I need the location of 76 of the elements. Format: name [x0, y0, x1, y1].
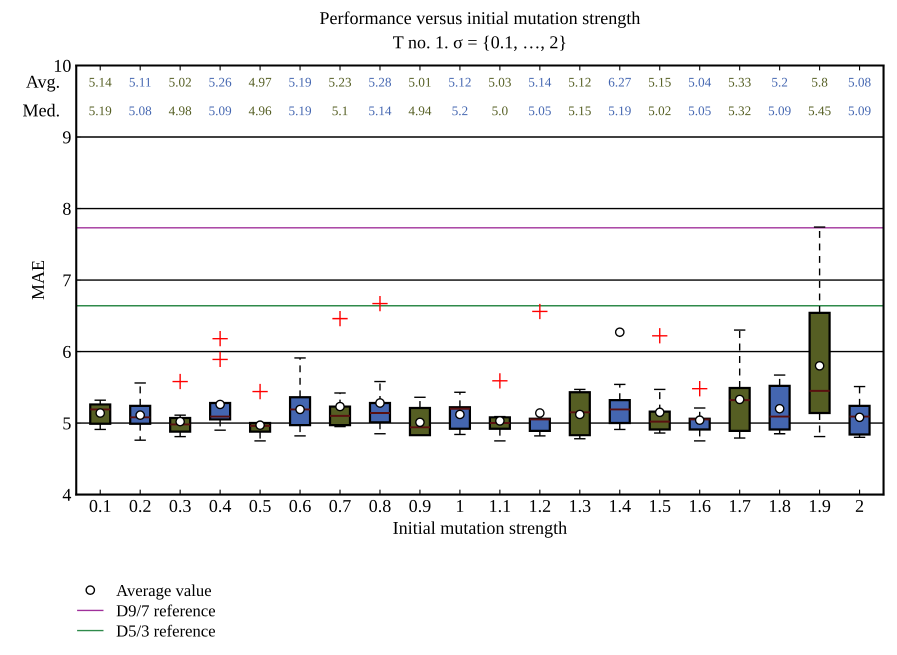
annotation: 5.28 — [369, 78, 392, 87]
annotation: 4.96 — [248, 106, 272, 116]
x-tick-label: 0.2 — [130, 500, 150, 512]
x-tick-label: 0.5 — [249, 500, 271, 512]
annotation: 6.27 — [608, 78, 631, 87]
y-tick-label: 6 — [63, 346, 71, 358]
annotation: 5.01 — [409, 78, 431, 87]
x-tick-label: 0.1 — [90, 500, 110, 512]
annotation: 5.02 — [169, 78, 191, 87]
annotation: 5.45 — [808, 106, 831, 116]
x-tick-label: 1 — [456, 500, 464, 512]
annotation: 5.1 — [332, 106, 348, 116]
x-tick-label: 0.7 — [329, 500, 351, 512]
annotation: 5.09 — [209, 106, 232, 116]
annotation: 5.15 — [648, 78, 671, 87]
annotation: 5.09 — [768, 106, 791, 116]
annotation: 5.0 — [492, 106, 508, 116]
x-tick-label: 2 — [856, 500, 864, 512]
y-tick-label: 4 — [62, 488, 72, 501]
annotation: 5.12 — [569, 78, 591, 87]
x-tick-label: 0.4 — [210, 500, 232, 512]
y-tick-label: 10 — [54, 60, 71, 72]
x-tick-label: 0.3 — [170, 500, 191, 512]
x-tick-label: 0.6 — [289, 500, 311, 512]
annotation: 5.26 — [209, 78, 232, 87]
annotation: 5.2 — [772, 78, 788, 87]
x-tick-label: 1.8 — [770, 500, 790, 512]
annotation: 5.08 — [848, 78, 871, 87]
x-tick-label: 0.9 — [409, 500, 430, 512]
annotation: 5.32 — [728, 106, 750, 116]
x-axis-title: Initial mutation strength — [393, 521, 567, 538]
y-tick-label: 8 — [63, 202, 71, 215]
text: Med. — [23, 104, 59, 117]
annotation: 5.03 — [489, 78, 511, 87]
y-tick-label: 7 — [64, 274, 71, 286]
annotation: 5.08 — [129, 106, 152, 116]
annotation: 5.12 — [449, 78, 471, 87]
annotation: 5.15 — [569, 106, 591, 116]
annotation: 5.04 — [688, 78, 712, 87]
annotation: 5.19 — [89, 106, 112, 116]
legend-label: D5/3 reference — [116, 624, 216, 637]
x-tick-label: 1.5 — [650, 500, 670, 512]
annotation: 5.14 — [529, 78, 552, 87]
annotation: 5.2 — [452, 106, 468, 116]
chart-subtitle: T no. 1. σ = {0.1, …, 2} — [393, 36, 566, 52]
x-tick-label: 1.3 — [570, 500, 590, 512]
x-tick-label: 1.4 — [610, 500, 631, 512]
legend-label: Average value — [116, 584, 212, 600]
annotation: 5.02 — [648, 106, 671, 116]
annotation: 5.8 — [812, 78, 828, 87]
x-tick-label: 0.8 — [369, 500, 391, 512]
annotation: 5.23 — [329, 78, 352, 87]
chart-title: Performance versus initial mutation strength — [320, 11, 640, 28]
x-tick-label: 1.2 — [530, 500, 550, 512]
annotation: 5.14 — [89, 78, 112, 87]
y-tick-label: 9 — [62, 131, 71, 144]
annotation: 5.14 — [369, 106, 392, 116]
annotation: 5.19 — [289, 78, 312, 87]
x-tick-label: 1.6 — [690, 500, 710, 512]
annotation: 4.97 — [248, 78, 272, 87]
x-tick-label: 1.9 — [810, 500, 830, 512]
annotation: 5.11 — [130, 78, 151, 87]
x-tick-label: 1.1 — [490, 500, 510, 512]
annotation: 5.05 — [529, 106, 551, 116]
x-tick-label: 1.7 — [730, 500, 750, 512]
annotation: 5.05 — [688, 106, 711, 116]
annotation: 4.98 — [168, 106, 192, 116]
y-axis-title: MAE — [32, 260, 44, 300]
annotation: 4.94 — [408, 106, 432, 116]
annotation: 5.19 — [289, 106, 312, 116]
annotation: 5.19 — [608, 106, 631, 116]
legend-label: D9/7 reference — [116, 604, 216, 616]
annotation: 5.09 — [848, 106, 871, 116]
annotation: 5.33 — [728, 78, 751, 87]
y-tick-label: 5 — [63, 417, 71, 430]
text: Avg. — [26, 76, 59, 92]
